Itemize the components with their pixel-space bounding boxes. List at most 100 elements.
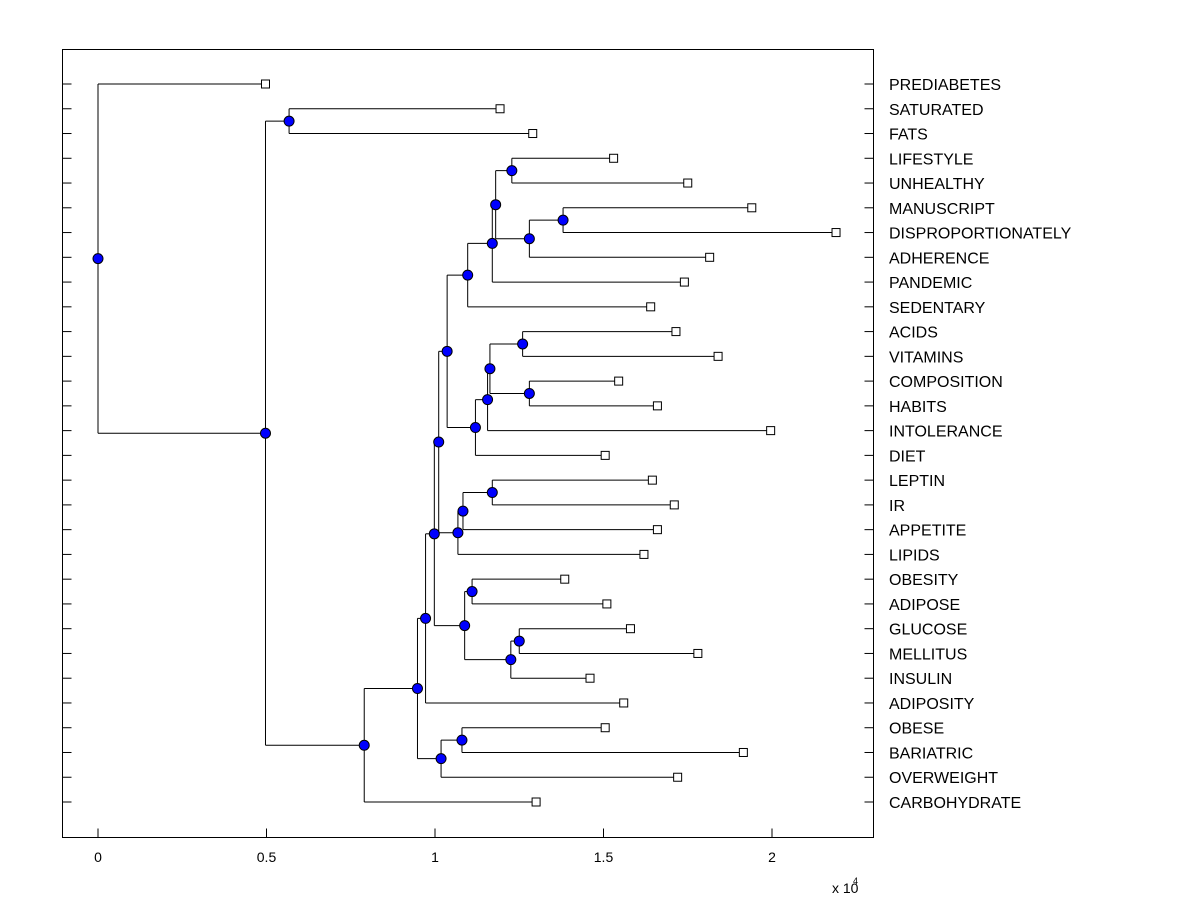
cluster-node <box>283 115 295 127</box>
cluster-node <box>433 436 445 448</box>
leaf-marker <box>738 747 748 757</box>
leaf-marker <box>625 624 635 634</box>
leaf-marker <box>647 475 657 485</box>
x-tick-label: 0.5 <box>257 849 277 865</box>
leaf-marker <box>560 574 570 584</box>
leaf-marker <box>528 129 538 139</box>
cluster-node <box>420 612 432 624</box>
leaf-marker <box>705 252 715 262</box>
dendrogram-lines <box>97 83 837 803</box>
leaf-label: INSULIN <box>889 671 952 688</box>
x-tick-label: 2 <box>768 849 776 865</box>
leaf-marker <box>609 153 619 163</box>
cluster-node <box>557 214 569 226</box>
leaf-label: PREDIABETES <box>889 77 1001 94</box>
leaf-marker <box>639 549 649 559</box>
cluster-node <box>457 505 469 517</box>
leaf-marker <box>260 79 270 89</box>
leaf-marker <box>531 797 541 807</box>
leaf-label: GLUCOSE <box>889 622 967 639</box>
leaf-marker <box>766 426 776 436</box>
leaf-marker <box>619 698 629 708</box>
leaf-label: PANDEMIC <box>889 275 972 292</box>
leaf-marker <box>831 228 841 238</box>
cluster-node <box>523 233 535 245</box>
cluster-nodes <box>92 115 569 765</box>
leaf-marker <box>495 104 505 114</box>
leaf-label: IR <box>889 498 905 515</box>
cluster-node <box>486 237 498 249</box>
leaf-marker <box>602 599 612 609</box>
leaf-label: LEPTIN <box>889 473 945 490</box>
leaf-labels: PREDIABETES SATURATED FATS LIFESTYLE UNHEALT… <box>889 77 1072 812</box>
cluster-node <box>462 269 474 281</box>
leaf-label: BARIATRIC <box>889 745 973 762</box>
leaf-marker <box>671 327 681 337</box>
leaf-label: SATURATED <box>889 102 984 119</box>
cluster-node <box>259 427 271 439</box>
cluster-node <box>517 338 529 350</box>
leaf-label: UNHEALTHY <box>889 176 985 193</box>
cluster-node <box>505 654 517 666</box>
leaf-marker <box>652 401 662 411</box>
cluster-node <box>411 683 423 695</box>
leaf-label: CARBOHYDRATE <box>889 795 1021 812</box>
cluster-node <box>466 586 478 598</box>
leaf-marker <box>679 277 689 287</box>
x-scale-exponent: 4 <box>853 876 858 886</box>
cluster-node <box>435 753 447 765</box>
leaf-label: LIFESTYLE <box>889 151 973 168</box>
cluster-node <box>486 487 498 499</box>
axis-ticks <box>62 83 874 838</box>
leaf-marker <box>693 648 703 658</box>
cluster-node <box>92 253 104 265</box>
leaf-label: MANUSCRIPT <box>889 201 995 218</box>
leaf-label: ADIPOSE <box>889 597 960 614</box>
leaf-marker <box>669 500 679 510</box>
leaf-marker <box>646 302 656 312</box>
leaf-label: OBESITY <box>889 572 959 589</box>
leaf-marker <box>683 178 693 188</box>
leaf-label: MELLITUS <box>889 646 967 663</box>
cluster-node <box>482 394 494 406</box>
leaf-marker <box>652 525 662 535</box>
cluster-node <box>459 620 471 632</box>
leaf-label: SEDENTARY <box>889 300 986 317</box>
x-scale-label: x 10 <box>832 880 859 896</box>
plot-frame <box>62 49 874 838</box>
cluster-node <box>490 199 502 211</box>
leaf-label: APPETITE <box>889 523 966 540</box>
cluster-node <box>358 739 370 751</box>
leaf-label: DIET <box>889 448 926 465</box>
leaf-label: DISPROPORTIONATELY <box>889 226 1072 243</box>
cluster-node <box>441 345 453 357</box>
leaf-markers <box>260 79 841 807</box>
cluster-node <box>452 527 464 539</box>
x-tick-label: 0 <box>94 849 102 865</box>
cluster-node <box>456 734 468 746</box>
x-tick-labels: 0 0.5 1 1.5 2 <box>94 849 776 865</box>
x-tick-label: 1 <box>431 849 439 865</box>
x-tick-label: 1.5 <box>594 849 614 865</box>
leaf-label: HABITS <box>889 399 947 416</box>
leaf-label: OVERWEIGHT <box>889 770 998 787</box>
leaf-label: ADIPOSITY <box>889 696 975 713</box>
leaf-label: LIPIDS <box>889 547 940 564</box>
cluster-node <box>484 363 496 375</box>
cluster-node <box>513 635 525 647</box>
cluster-node <box>523 387 535 399</box>
leaf-label: COMPOSITION <box>889 374 1003 391</box>
cluster-node <box>469 422 481 434</box>
leaf-marker <box>614 376 624 386</box>
leaf-label: OBESE <box>889 721 944 738</box>
leaf-marker <box>600 450 610 460</box>
leaf-marker <box>600 723 610 733</box>
leaf-marker <box>585 673 595 683</box>
leaf-label: ADHERENCE <box>889 250 989 267</box>
leaf-marker <box>673 772 683 782</box>
leaf-label: FATS <box>889 127 928 144</box>
leaf-label: ACIDS <box>889 325 938 342</box>
leaf-marker <box>713 351 723 361</box>
leaf-label: VITAMINS <box>889 349 963 366</box>
